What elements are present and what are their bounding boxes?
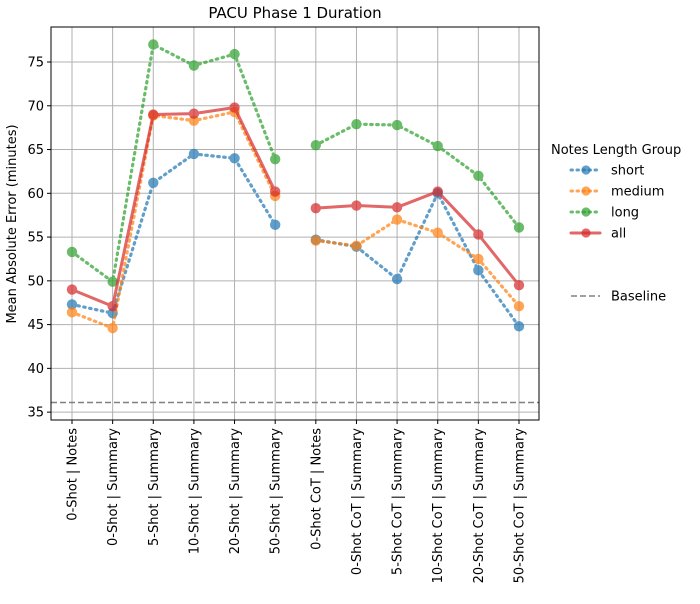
x-tick-label: 20-Shot CoT | Summary <box>472 428 487 584</box>
data-point-medium <box>351 240 362 252</box>
series-line-medium <box>70 110 277 330</box>
series-line-all <box>314 190 521 287</box>
data-point-all <box>66 284 78 295</box>
data-point-medium <box>310 235 322 246</box>
data-point-long <box>188 60 200 71</box>
y-tick-label: 75 <box>27 56 44 71</box>
legend-entry-baseline: Baseline <box>571 290 666 305</box>
data-point-all <box>432 186 443 197</box>
data-point-all <box>513 280 525 291</box>
legend-marker-medium <box>581 186 591 196</box>
y-tick-label: 65 <box>27 143 44 158</box>
y-tick-label: 70 <box>27 99 44 114</box>
legend-title: Notes Length Group <box>551 143 681 158</box>
series-long <box>66 39 525 287</box>
series-line-medium <box>314 217 521 308</box>
data-point-short <box>269 219 281 231</box>
x-tick-label: 0-Shot CoT | Notes <box>309 428 324 550</box>
y-tick-label: 60 <box>27 187 44 202</box>
legend-label-short: short <box>611 164 644 179</box>
data-point-medium <box>391 214 403 225</box>
x-tick-label: 0-Shot CoT | Summary <box>350 428 365 575</box>
legend-label-baseline: Baseline <box>611 290 666 305</box>
data-point-short <box>513 321 525 332</box>
data-point-all <box>391 202 403 213</box>
data-point-medium <box>107 322 118 334</box>
data-point-all <box>310 202 322 214</box>
y-tick-label: 55 <box>27 231 44 246</box>
data-point-short <box>188 148 200 160</box>
legend-label-medium: medium <box>611 185 664 200</box>
data-point-short <box>391 273 403 285</box>
data-point-medium <box>66 307 78 318</box>
x-tick-label: 50-Shot | Summary <box>269 428 284 555</box>
x-tick-label: 10-Shot | Summary <box>187 428 202 555</box>
legend-entry-long: long <box>569 206 639 221</box>
x-tick-label: 5-Shot CoT | Summary <box>391 428 406 575</box>
data-point-medium <box>432 227 443 238</box>
y-tick-label: 35 <box>27 406 44 421</box>
y-tick-label: 45 <box>27 318 44 333</box>
data-point-all <box>351 200 362 211</box>
data-point-short <box>229 153 240 164</box>
data-point-long <box>148 39 159 50</box>
series-line-all <box>70 106 277 308</box>
legend-entry-all: all <box>569 227 626 242</box>
x-tick-label: 20-Shot | Summary <box>228 428 243 555</box>
legend-marker-short <box>581 165 591 175</box>
data-point-long <box>473 170 484 181</box>
data-point-long <box>269 153 281 165</box>
legend-entry-short: short <box>569 164 644 179</box>
series-line-short <box>70 152 277 315</box>
x-tick-label: 0-Shot | Notes <box>66 428 81 521</box>
legend-marker-all <box>581 228 591 238</box>
data-point-medium <box>513 301 525 312</box>
data-point-all <box>473 229 484 240</box>
data-point-short <box>148 177 159 188</box>
y-axis-ticks: 35 40 45 50 55 60 65 70 75 <box>27 56 51 421</box>
data-point-short <box>473 265 484 276</box>
data-point-all <box>269 186 281 197</box>
y-tick-label: 50 <box>27 274 44 289</box>
data-point-long <box>66 246 78 258</box>
data-point-long <box>229 48 240 60</box>
x-tick-label: 5-Shot | Summary <box>147 428 162 546</box>
legend-items: short medium long all Baseline <box>569 164 666 305</box>
plot-frame <box>50 26 540 421</box>
legend-entry-medium: medium <box>569 185 664 200</box>
series-line-short <box>314 191 521 328</box>
data-point-long <box>310 139 322 151</box>
x-axis-ticks: 0-Shot | Notes 0-Shot | Summary 5-Shot | S… <box>66 420 528 583</box>
series-line-long <box>314 122 521 230</box>
x-tick-label: 10-Shot CoT | Summary <box>431 428 446 584</box>
legend: Notes Length Group short medium long all Bas… <box>551 143 681 305</box>
series-all <box>66 102 525 312</box>
data-point-all <box>229 102 240 113</box>
chart-title: PACU Phase 1 Duration <box>208 4 381 22</box>
data-point-long <box>513 222 525 233</box>
x-tick-label: 0-Shot | Summary <box>106 428 121 546</box>
data-point-all <box>107 301 118 312</box>
legend-label-all: all <box>611 227 626 242</box>
data-point-all <box>188 108 200 119</box>
data-point-all <box>148 109 159 120</box>
data-point-long <box>391 119 403 131</box>
legend-label-long: long <box>611 206 639 221</box>
data-point-long <box>432 140 443 152</box>
y-axis-label: Mean Absolute Error (minutes) <box>5 124 20 323</box>
legend-marker-long <box>581 207 591 217</box>
series-line-long <box>70 42 277 284</box>
data-point-medium <box>473 253 484 265</box>
data-point-long <box>351 118 362 130</box>
y-tick-label: 40 <box>27 362 44 377</box>
series-layer <box>66 39 525 334</box>
x-tick-label: 50-Shot CoT | Summary <box>513 428 528 584</box>
